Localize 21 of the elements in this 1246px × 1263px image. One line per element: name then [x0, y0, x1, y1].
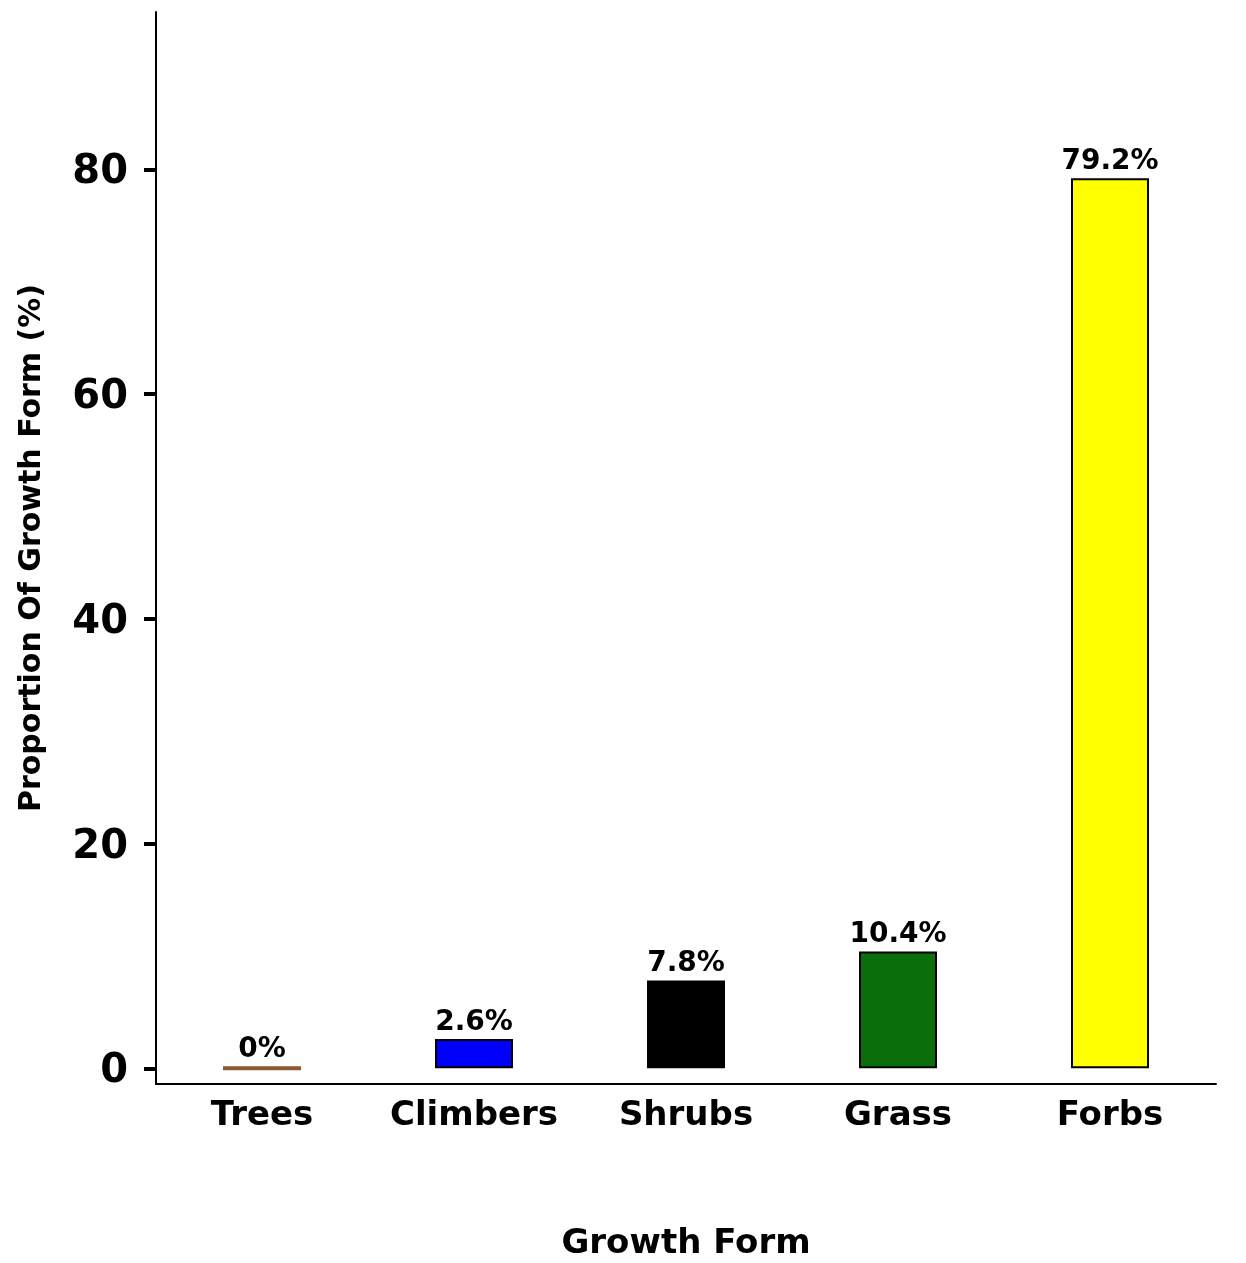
x-tick-label: Grass	[843, 1093, 953, 1133]
y-axis-title: Proportion Of Growth Form (%)	[11, 283, 47, 813]
x-tick-label: Forbs	[1056, 1093, 1164, 1133]
data-label: 10.4%	[849, 915, 947, 949]
bar	[859, 951, 937, 1069]
y-tick-label: 0	[100, 1045, 128, 1092]
data-label: 0%	[238, 1030, 286, 1064]
bar	[435, 1039, 513, 1069]
data-label: 79.2%	[1061, 142, 1159, 176]
x-axis-title: Growth Form	[561, 1221, 811, 1261]
x-tick-label: Trees	[210, 1093, 314, 1133]
bar	[647, 980, 725, 1069]
y-tick-label: 40	[72, 595, 128, 642]
y-tick-label: 20	[72, 820, 128, 867]
y-tick-label: 80	[72, 146, 128, 193]
x-tick-label: Shrubs	[618, 1093, 754, 1133]
y-tick-label: 60	[72, 371, 128, 418]
bar	[1071, 178, 1149, 1069]
data-label: 2.6%	[435, 1003, 513, 1037]
x-tick-label: Climbers	[389, 1093, 559, 1133]
data-label: 7.8%	[647, 945, 725, 979]
